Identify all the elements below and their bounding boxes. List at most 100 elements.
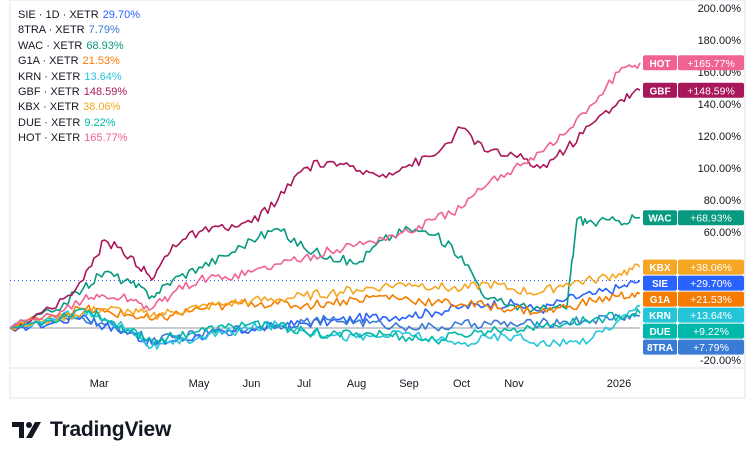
tradingview-branding[interactable]: TradingView	[12, 414, 171, 446]
y-tick-label: 180.00%	[698, 35, 742, 47]
series-line-hot[interactable]	[9, 62, 641, 329]
legend-symbol: WAC · XETR	[18, 39, 83, 52]
series-line-sie[interactable]	[9, 279, 641, 347]
y-tick-label: 60.00%	[704, 227, 742, 239]
x-tick-label: Jul	[297, 378, 311, 390]
last-value-tag-8tra[interactable]: 8TRA +7.79%	[643, 339, 744, 355]
tag-value-text: +13.64%	[690, 310, 732, 322]
legend-row-wac[interactable]: WAC · XETR 68.93%	[18, 39, 140, 54]
y-tick-label: 100.00%	[698, 163, 742, 175]
tag-symbol-box	[643, 339, 677, 355]
tag-value-text: +148.59%	[687, 85, 735, 97]
y-tick-label: 80.00%	[704, 195, 742, 207]
tag-value-box	[678, 55, 744, 71]
tag-symbol-box	[643, 307, 677, 323]
tag-symbol-text: SIE	[652, 279, 668, 290]
tag-value-text: +38.06%	[690, 262, 732, 274]
legend-value: 165.77%	[84, 132, 128, 145]
tag-symbol-text: WAC	[648, 214, 671, 225]
x-tick-label: May	[189, 378, 210, 390]
x-tick-label: 2026	[607, 378, 631, 390]
tag-value-box	[678, 82, 744, 98]
legend-value: 13.64%	[84, 70, 122, 83]
x-tick-label: Oct	[453, 378, 470, 390]
tag-symbol-box	[643, 55, 677, 71]
tag-symbol-box	[643, 210, 677, 226]
legend-row-due[interactable]: DUE · XETR 9.22%	[18, 116, 140, 131]
last-value-tag-kbx[interactable]: KBX +38.06%	[643, 259, 744, 275]
tradingview-logo-icon	[12, 422, 41, 438]
series-line-krn[interactable]	[9, 305, 641, 350]
tag-value-box	[678, 291, 744, 307]
tag-symbol-text: G1A	[650, 295, 671, 306]
series-line-kbx[interactable]	[9, 263, 641, 331]
legend-value: 29.70%	[102, 9, 140, 21]
tag-value-box	[678, 307, 744, 323]
x-tick-label: Nov	[504, 378, 524, 390]
y-tick-label: 200.00%	[698, 3, 742, 15]
legend-symbol: 8TRA · XETR	[18, 24, 85, 37]
legend-symbol: DUE · XETR	[18, 116, 81, 129]
y-tick-label: 120.00%	[698, 131, 742, 143]
line-chart[interactable]: 200.00%180.00%160.00%140.00%120.00%100.0…	[0, 0, 753, 400]
last-value-tag-hot[interactable]: HOT +165.77%	[643, 55, 744, 71]
plot-frame	[9, 0, 746, 399]
tag-symbol-box	[643, 82, 677, 98]
tag-symbol-text: GBF	[649, 86, 670, 97]
y-tick-label: 140.00%	[698, 99, 742, 111]
legend-symbol: KRN · XETR	[18, 70, 81, 83]
tag-symbol-text: KRN	[649, 311, 671, 322]
y-tick-label: -20.00%	[700, 355, 741, 367]
tag-symbol-box	[643, 259, 677, 275]
brand-name: TradingView	[50, 418, 172, 441]
series-line-due[interactable]	[9, 308, 641, 345]
tag-value-box	[678, 210, 744, 226]
tag-symbol-text: DUE	[649, 327, 670, 338]
legend-value: 68.93%	[86, 39, 124, 52]
chart-legend: SIE · 1D · XETR 29.70% 8TRA · XETR 7.79% WAC…	[18, 8, 140, 147]
last-value-tag-gbf[interactable]: GBF +148.59%	[643, 82, 744, 98]
tag-value-text: +9.22%	[693, 326, 729, 338]
chart-area[interactable]: 200.00% 180.00% 160.00% 140.00% 120.00% 100.0…	[0, 0, 753, 400]
legend-value: 9.22%	[84, 116, 116, 129]
tag-symbol-box	[643, 323, 677, 339]
last-value-tag-wac[interactable]: WAC +68.93%	[643, 210, 744, 226]
legend-symbol: SIE · 1D · XETR	[18, 9, 99, 21]
last-value-tag-due[interactable]: DUE +9.22%	[643, 323, 744, 339]
last-value-tag-sie[interactable]: SIE +29.70%	[643, 275, 744, 291]
x-tick-label: Aug	[347, 378, 367, 390]
tag-value-text: +21.53%	[690, 294, 732, 306]
legend-row-hot[interactable]: HOT · XETR 165.77%	[18, 131, 140, 146]
legend-row-gbf[interactable]: GBF · XETR 148.59%	[18, 85, 140, 100]
legend-row-g1a[interactable]: G1A · XETR 21.53%	[18, 54, 140, 69]
tag-value-box	[678, 323, 744, 339]
legend-row-sie[interactable]: SIE · 1D · XETR 29.70%	[18, 8, 140, 23]
tag-symbol-text: HOT	[649, 59, 670, 70]
tag-value-box	[678, 259, 744, 275]
legend-value: 148.59%	[83, 86, 128, 99]
series-line-gbf[interactable]	[9, 87, 641, 332]
legend-value: 7.79%	[88, 24, 120, 37]
x-tick-label: Sep	[399, 378, 419, 390]
legend-value: 21.53%	[82, 55, 120, 68]
last-value-tag-g1a[interactable]: G1A +21.53%	[643, 291, 744, 307]
tag-value-text: +68.93%	[690, 213, 732, 225]
last-value-tag-krn[interactable]: KRN +13.64%	[643, 307, 744, 323]
legend-row-kbx[interactable]: KBX · XETR 38.06%	[18, 100, 140, 115]
legend-symbol: GBF · XETR	[18, 86, 80, 99]
legend-value: 38.06%	[83, 101, 121, 114]
series-line-g1a[interactable]	[9, 291, 641, 329]
tag-symbol-text: 8TRA	[647, 343, 673, 354]
tag-value-box	[678, 275, 744, 291]
legend-row-8tra[interactable]: 8TRA · XETR 7.79%	[18, 23, 140, 38]
tag-symbol-text: KBX	[649, 263, 670, 274]
x-tick-label: Mar	[90, 378, 109, 390]
x-tick-label: Jun	[243, 378, 261, 390]
legend-symbol: KBX · XETR	[18, 101, 80, 114]
tag-value-text: +165.77%	[687, 58, 735, 70]
legend-row-krn[interactable]: KRN · XETR 13.64%	[18, 70, 140, 85]
tag-value-text: +29.70%	[690, 278, 732, 290]
legend-symbol: G1A · XETR	[18, 55, 79, 68]
tag-value-text: +7.79%	[693, 342, 729, 354]
legend-symbol: HOT · XETR	[18, 132, 81, 145]
